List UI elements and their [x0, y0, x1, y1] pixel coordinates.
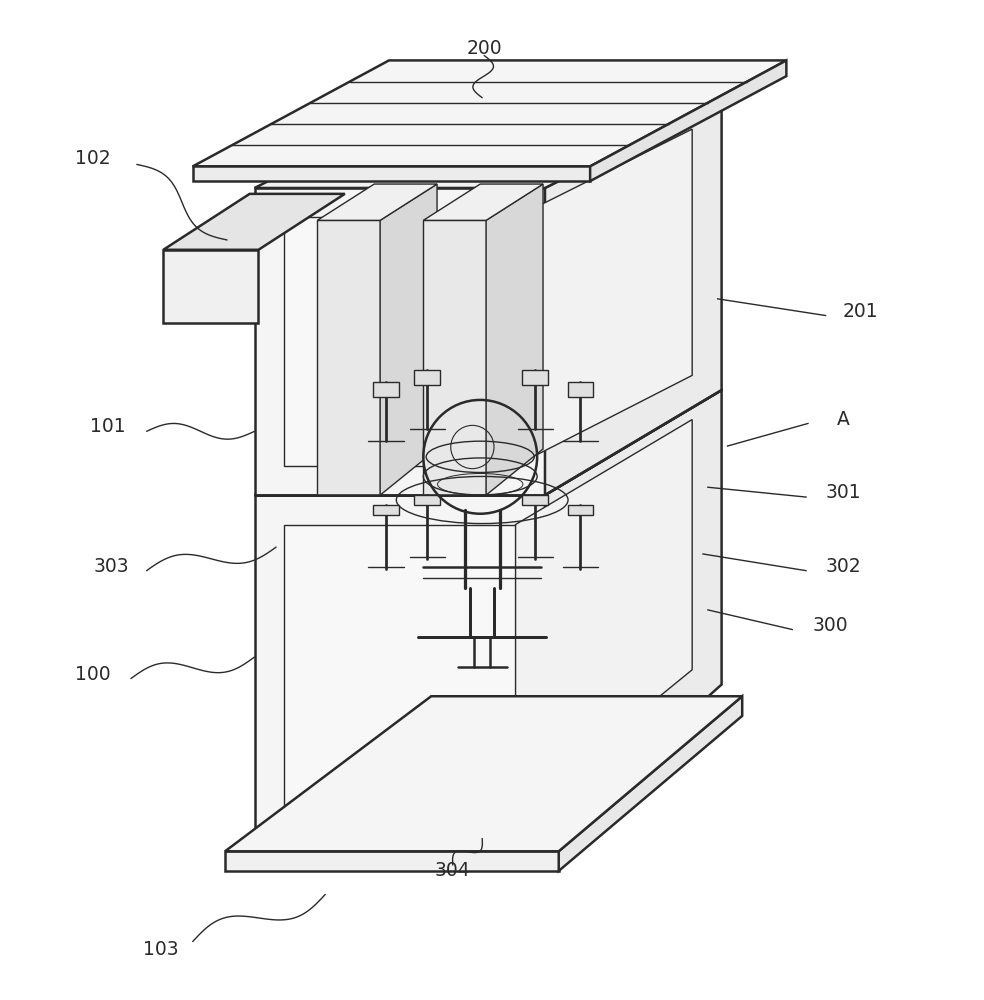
Polygon shape [255, 100, 721, 188]
Polygon shape [193, 166, 590, 181]
Polygon shape [516, 129, 692, 466]
Text: 303: 303 [93, 557, 129, 576]
Polygon shape [545, 390, 721, 843]
Polygon shape [255, 188, 545, 495]
Polygon shape [255, 390, 721, 495]
Polygon shape [193, 60, 786, 166]
Polygon shape [568, 382, 593, 397]
Text: 103: 103 [143, 940, 178, 959]
Polygon shape [284, 217, 516, 466]
Polygon shape [255, 495, 545, 843]
Text: 304: 304 [435, 861, 470, 880]
Text: 102: 102 [75, 149, 110, 168]
Polygon shape [545, 100, 721, 495]
Text: 200: 200 [466, 39, 502, 58]
Polygon shape [423, 220, 486, 495]
Text: 101: 101 [90, 417, 125, 436]
Polygon shape [373, 382, 399, 397]
Polygon shape [523, 495, 548, 505]
Polygon shape [523, 370, 548, 385]
Polygon shape [225, 696, 742, 851]
Polygon shape [568, 505, 593, 515]
Polygon shape [373, 505, 399, 515]
Polygon shape [559, 696, 742, 871]
Polygon shape [318, 220, 380, 495]
Polygon shape [380, 184, 437, 495]
Polygon shape [284, 525, 516, 814]
Text: 301: 301 [826, 483, 861, 502]
Text: 300: 300 [813, 616, 848, 635]
Polygon shape [225, 851, 559, 871]
Text: 302: 302 [826, 557, 861, 576]
Polygon shape [414, 370, 440, 385]
Polygon shape [414, 495, 440, 505]
Polygon shape [163, 250, 259, 323]
Polygon shape [163, 194, 344, 250]
Polygon shape [516, 420, 692, 814]
Polygon shape [486, 184, 543, 495]
Text: 100: 100 [75, 665, 110, 684]
Text: 201: 201 [842, 302, 878, 321]
Polygon shape [423, 184, 543, 220]
Polygon shape [318, 184, 437, 220]
Polygon shape [590, 60, 786, 181]
Text: A: A [836, 410, 850, 429]
